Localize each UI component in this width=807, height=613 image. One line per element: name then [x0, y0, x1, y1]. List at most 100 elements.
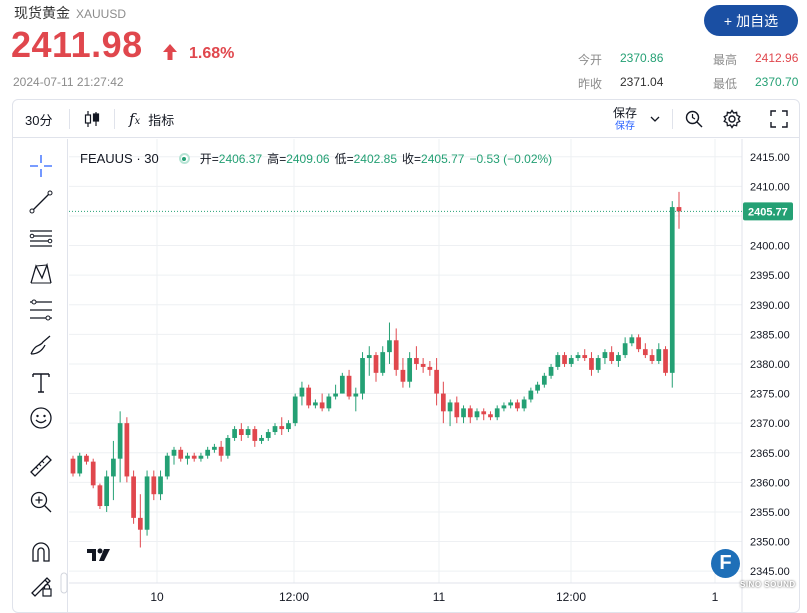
open-label: 今开	[578, 53, 603, 67]
legend-change-value: −0.53 (−0.02%)	[469, 151, 553, 166]
trend-line-icon[interactable]	[27, 188, 55, 216]
candle-body	[616, 355, 621, 361]
magnet-icon[interactable]	[27, 538, 55, 566]
prev-close-value: 2371.04	[620, 75, 664, 89]
candle-body	[185, 455, 190, 459]
settings-gear-icon[interactable]	[722, 100, 742, 138]
candle-body	[636, 337, 641, 350]
high-value: 2412.96	[755, 51, 799, 65]
candle-body	[649, 355, 655, 361]
candle-body	[84, 455, 89, 462]
chart-type-button[interactable]	[83, 100, 101, 138]
plot-area	[69, 139, 742, 583]
candle-body	[191, 455, 197, 459]
candle-body	[164, 455, 170, 477]
low-label: 最低	[713, 77, 738, 91]
candle-body	[380, 352, 386, 373]
candle-body	[346, 375, 352, 397]
candle-body	[124, 423, 130, 477]
candle-body	[440, 393, 446, 412]
current-price: 2411.98	[11, 24, 143, 65]
zoom-in-icon[interactable]	[27, 488, 55, 516]
text-tool-icon[interactable]	[27, 368, 55, 396]
legend-low-value: 2402.85	[353, 151, 398, 166]
toolbar-divider	[69, 109, 70, 129]
legend-symbol: FEAUUS · 30	[80, 151, 159, 166]
candle-body	[171, 449, 177, 456]
horizontal-lines-icon[interactable]	[27, 224, 55, 252]
candle-body	[218, 446, 224, 456]
candle-body	[602, 352, 608, 359]
chevron-down-icon[interactable]	[650, 100, 660, 138]
candles-icon	[84, 111, 100, 127]
candle-body	[104, 476, 110, 507]
candle-body	[131, 476, 136, 518]
price-axis-tick: 2345.00	[750, 566, 790, 578]
candle-body	[272, 426, 278, 433]
candle-body	[158, 476, 163, 495]
candle-body	[259, 437, 264, 441]
arrow-up-icon	[163, 44, 177, 60]
candle-body	[333, 393, 338, 397]
legend-close-label: 收	[402, 152, 415, 166]
price-axis-tick: 2380.00	[750, 359, 790, 371]
candle-body	[420, 363, 426, 367]
fx-icon: fx	[129, 110, 141, 128]
candle-body	[319, 402, 325, 409]
candle-body	[663, 349, 668, 373]
quick-search-icon[interactable]	[684, 100, 704, 138]
interval-selector[interactable]: 30分	[25, 112, 53, 128]
indicators-button[interactable]: fx 指标	[129, 100, 174, 138]
pattern-icon[interactable]	[27, 260, 55, 288]
save-label: 保存	[613, 106, 638, 120]
high-label: 最高	[713, 53, 738, 67]
candle-body	[454, 402, 460, 418]
fib-levels-icon[interactable]	[27, 296, 55, 324]
candle-body	[90, 461, 96, 486]
candle-body	[97, 485, 103, 507]
candle-body	[541, 375, 547, 385]
candle-body	[427, 366, 433, 370]
crosshair-icon[interactable]	[27, 152, 55, 180]
candle-body	[137, 517, 143, 530]
chart-legend: FEAUUS · 30 开 = 2406.37 高 = 2409.06 低 = 2402.8…	[80, 151, 553, 166]
candle-body	[589, 358, 594, 370]
candle-body	[299, 387, 305, 397]
add-to-watchlist-button[interactable]: + 加自选	[704, 5, 798, 36]
emoji-icon[interactable]	[27, 404, 55, 432]
candle-body	[407, 358, 413, 382]
candle-body	[144, 476, 150, 530]
watermark-logo-icon: F	[711, 549, 740, 578]
lock-drawings-icon[interactable]	[27, 572, 55, 600]
candle-body	[353, 393, 359, 397]
price-axis-tick: 2350.00	[750, 537, 790, 549]
candle-body	[515, 402, 520, 409]
candle-body	[326, 396, 332, 409]
candle-body	[225, 437, 231, 456]
time-axis-tick: 12:00	[279, 590, 309, 604]
ruler-icon[interactable]	[27, 452, 55, 480]
candle-body	[494, 408, 500, 418]
candle-body	[656, 349, 662, 361]
legend-open-label: 开	[199, 152, 212, 166]
brush-icon[interactable]	[27, 332, 55, 360]
save-button[interactable]: 保存 保存	[613, 106, 637, 134]
candle-body	[232, 429, 237, 438]
legend-low-label: 低	[334, 152, 347, 166]
prev-close-label: 昨收	[578, 77, 603, 91]
save-sublabel: 保存	[615, 121, 635, 132]
candle-body	[568, 358, 574, 364]
tradingview-logo-icon[interactable]	[84, 540, 114, 570]
price-axis-tick: 2390.00	[750, 300, 790, 312]
candle-body	[212, 446, 217, 450]
candle-body	[151, 476, 157, 495]
candle-body	[279, 426, 285, 430]
candle-body	[461, 408, 466, 418]
low-value: 2370.70	[755, 75, 799, 89]
candle-body	[575, 355, 581, 359]
fullscreen-icon[interactable]	[769, 100, 789, 138]
chart-toolbar: 30分 fx 指标 保存 保存	[13, 100, 799, 138]
candle-body	[535, 384, 540, 391]
candle-body	[642, 349, 648, 356]
